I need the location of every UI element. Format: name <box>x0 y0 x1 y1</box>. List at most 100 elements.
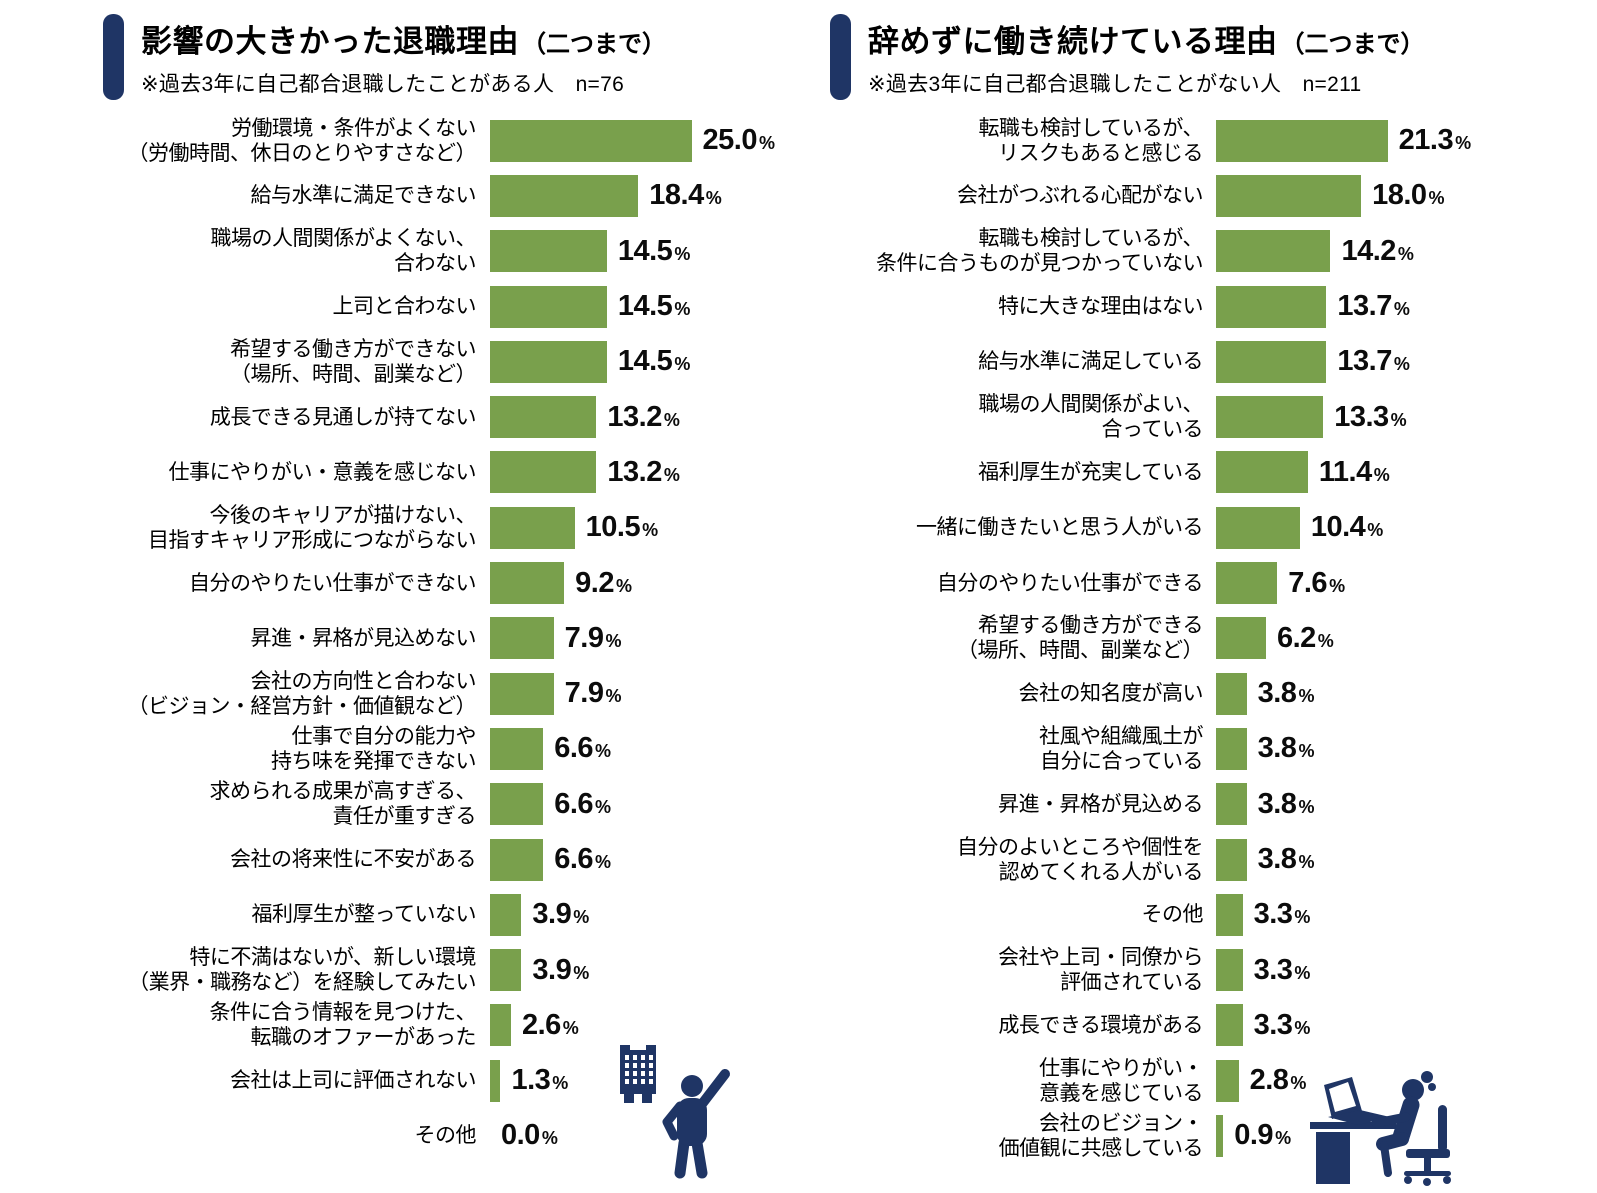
bar-label: 転職も検討しているが、 条件に合うものが見つかっていない <box>876 227 1203 276</box>
bar-value: 18.0% <box>1372 179 1445 212</box>
bar-label: 希望する働き方ができない （場所、時間、副業など） <box>230 337 477 386</box>
laptop-icon <box>1324 1077 1390 1125</box>
bar-row: 特に不満はないが、新しい環境 （業界・職務など）を経験してみたい 3.9% <box>100 942 774 997</box>
bar-label: 仕事にやりがい・ 意義を感じている <box>1039 1056 1204 1105</box>
bar-value: 2.6% <box>521 1008 579 1041</box>
bar <box>490 838 544 881</box>
bar-label: 給与水準に満足できない <box>250 184 477 208</box>
bar-row: 転職も検討しているが、 条件に合うものが見つかっていない 14.2% <box>835 224 1471 279</box>
bar-value: 3.8% <box>1257 732 1315 765</box>
bar-row: 給与水準に満足している 13.7% <box>835 334 1471 389</box>
bar-label: 自分のよいところや個性を 認めてくれる人がいる <box>957 835 1204 884</box>
bar-value: 3.8% <box>1257 787 1315 820</box>
bar <box>1216 285 1327 328</box>
bar-label: 成長できる環境がある <box>998 1013 1203 1037</box>
bar-row: 会社の方向性と合わない （ビジョン・経営方針・価値観など） 7.9% <box>100 666 774 721</box>
bar-value: 25.0% <box>702 124 775 157</box>
bar <box>490 1059 501 1102</box>
bar-row: 一緒に働きたいと思う人がいる 10.4% <box>835 500 1471 555</box>
bar-value: 11.4% <box>1318 455 1390 488</box>
bar <box>1216 562 1278 605</box>
bar-row: 希望する働き方ができない （場所、時間、副業など） 14.5% <box>100 334 774 389</box>
bar <box>1216 174 1362 217</box>
bar-value: 13.2% <box>607 455 680 488</box>
bar-value: 1.3% <box>511 1064 568 1097</box>
bar-row: 条件に合う情報を見つけた、 転職のオファーがあった 2.6% <box>100 998 774 1053</box>
bar-row: 自分のやりたい仕事ができない 9.2% <box>100 555 774 610</box>
bar-label: 特に大きな理由はない <box>998 295 1204 319</box>
right-chart-title-line: 辞めずに働き続けている理由 （二つまで） <box>868 16 1425 61</box>
bar-value: 14.2% <box>1341 234 1414 267</box>
bar-row: 昇進・昇格が見込めない 7.9% <box>100 611 774 666</box>
bar-row: 特に大きな理由はない 13.7% <box>835 279 1471 334</box>
bar <box>1216 451 1308 494</box>
left-chart-subtitle: ※過去3年に自己都合退職したことがある人 n=76 <box>141 73 625 96</box>
right-chart-subtitle: ※過去3年に自己都合退職したことがない人 n=211 <box>868 73 1362 96</box>
bar <box>1216 783 1247 826</box>
bar <box>1216 617 1266 660</box>
bar <box>1216 1059 1239 1102</box>
bar <box>1216 340 1327 383</box>
bar-row: 仕事にやりがい・ 意義を感じている 2.8% <box>835 1053 1471 1108</box>
bar-row: 希望する働き方ができる （場所、時間、副業など） 6.2% <box>835 611 1471 666</box>
bar-value: 0.9% <box>1234 1119 1291 1152</box>
bar <box>490 451 597 494</box>
bar <box>490 230 607 273</box>
bar-row: 会社の将来性に不安がある 6.6% <box>100 832 774 887</box>
bar-value: 13.3% <box>1334 400 1407 433</box>
bar-row: 求められる成果が高すぎる、 責任が重すぎる 6.6% <box>100 777 774 832</box>
bar-value: 7.9% <box>564 621 622 654</box>
bar-label: 会社がつぶれる心配がない <box>957 184 1204 208</box>
bar-value: 3.3% <box>1253 953 1311 986</box>
bar-label: 労働環境・条件がよくない （労働時間、休日のとりやすさなど） <box>127 116 477 165</box>
bar-row: 自分のよいところや個性を 認めてくれる人がいる 3.8% <box>835 832 1471 887</box>
bar-value: 9.2% <box>575 566 632 599</box>
bar-label: 給与水準に満足している <box>978 350 1203 374</box>
title-accent-bar <box>830 14 851 100</box>
bar <box>490 727 544 770</box>
bar-value: 2.8% <box>1249 1064 1307 1097</box>
bar-label: 仕事で自分の能力や 持ち味を発揮できない <box>271 724 477 773</box>
bar-label: 福利厚生が充実している <box>978 460 1203 484</box>
bar-row: 会社の知名度が高い 3.8% <box>835 666 1471 721</box>
bar-row: 自分のやりたい仕事ができる 7.6% <box>835 555 1471 610</box>
bar-row: 会社のビジョン・ 価値観に共感している 0.9% <box>835 1108 1471 1163</box>
bar-row: 今後のキャリアが描けない、 目指すキャリア形成につながらない 10.5% <box>100 500 774 555</box>
bar-row: 会社は上司に評価されない 1.3% <box>100 1053 774 1108</box>
bar-label: 会社の将来性に不安がある <box>230 848 477 871</box>
left-chart-title-suffix: （二つまで） <box>522 31 666 58</box>
bar-value: 3.3% <box>1253 898 1311 931</box>
bar-label: 特に不満はないが、新しい環境 （業界・職務など）を経験してみたい <box>128 946 476 995</box>
desk-icon <box>1310 1122 1396 1184</box>
bar-label: 求められる成果が高すぎる、 責任が重すぎる <box>209 780 477 829</box>
bar-value: 10.4% <box>1310 511 1383 544</box>
bar-row: 成長できる見通しが持てない 13.2% <box>100 389 774 444</box>
bar-value: 13.7% <box>1337 345 1410 378</box>
bar-value: 3.9% <box>532 898 589 931</box>
bar-value: 6.2% <box>1276 621 1334 654</box>
bar-label: 自分のやりたい仕事ができる <box>936 571 1204 595</box>
bar-row: 職場の人間関係がよくない、 合わない 14.5% <box>100 224 774 279</box>
bar-label: 今後のキャリアが描けない、 目指すキャリア形成につながらない <box>148 503 477 552</box>
bar <box>490 396 597 439</box>
bar-label: 会社の知名度が高い <box>1018 682 1204 706</box>
left-chart-title: 影響の大きかった退職理由 <box>141 24 519 59</box>
bar-row: 会社や上司・同僚から 評価されている 3.3% <box>835 942 1471 997</box>
bar-row: 仕事にやりがい・意義を感じない 13.2% <box>100 445 774 500</box>
bar-value: 3.8% <box>1257 677 1315 710</box>
bar <box>1216 727 1247 770</box>
bar-value: 14.5% <box>617 290 690 323</box>
bar-row: 成長できる環境がある 3.3% <box>835 998 1471 1053</box>
bar-label: 一緒に働きたいと思う人がいる <box>916 516 1204 540</box>
bar-label: 会社の方向性と合わない （ビジョン・経営方針・価値観など） <box>127 669 477 718</box>
bar-label: 昇進・昇格が見込めない <box>250 626 477 650</box>
right-chart-header: 辞めずに働き続けている理由 （二つまで） ※過去3年に自己都合退職したことがない人… <box>830 14 1425 100</box>
bar-label: 職場の人間関係がよくない、 合わない <box>210 227 477 276</box>
bar <box>1216 230 1331 273</box>
bar <box>1216 949 1243 992</box>
bar <box>1216 119 1388 162</box>
bar-label: 自分のやりたい仕事ができない <box>189 571 477 595</box>
bar-label: 会社のビジョン・ 価値観に共感している <box>998 1111 1204 1160</box>
right-bar-chart: 転職も検討しているが、 リスクもあると感じる 21.3% 会社がつぶれる心配がない 18… <box>835 113 1471 1164</box>
bar-value: 6.6% <box>554 843 611 875</box>
